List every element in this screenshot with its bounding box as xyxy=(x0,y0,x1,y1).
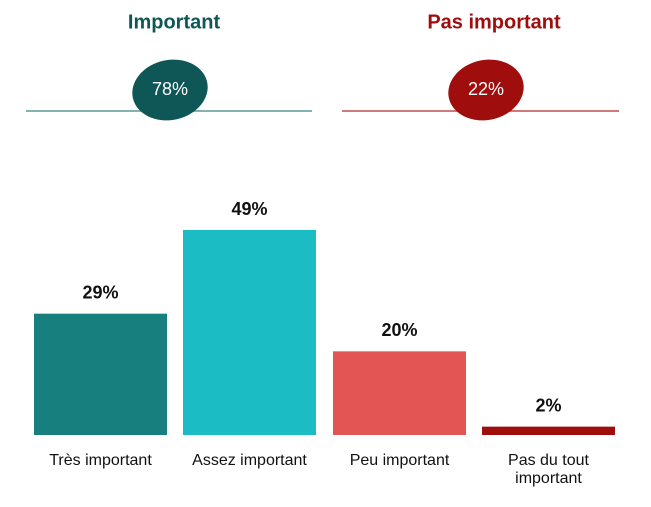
bar xyxy=(333,351,466,435)
summary-value: 78% xyxy=(152,79,188,99)
category-label: Très important xyxy=(49,452,152,469)
bar xyxy=(34,313,167,435)
value-label: 20% xyxy=(381,320,417,340)
summary-value: 22% xyxy=(468,79,504,99)
bar xyxy=(183,230,316,435)
summary-ellipse xyxy=(448,59,524,121)
category-label: Assez important xyxy=(192,452,307,469)
value-label: 2% xyxy=(535,395,561,415)
summary-title: Pas important xyxy=(427,11,561,33)
category-label: Peu important xyxy=(349,452,450,469)
category-label: Pas du tout important xyxy=(508,452,589,487)
summary-title: Important xyxy=(128,11,221,33)
value-label: 49% xyxy=(231,199,267,219)
bar xyxy=(482,426,615,435)
summary-ellipse xyxy=(132,59,208,121)
value-label: 29% xyxy=(82,282,118,302)
